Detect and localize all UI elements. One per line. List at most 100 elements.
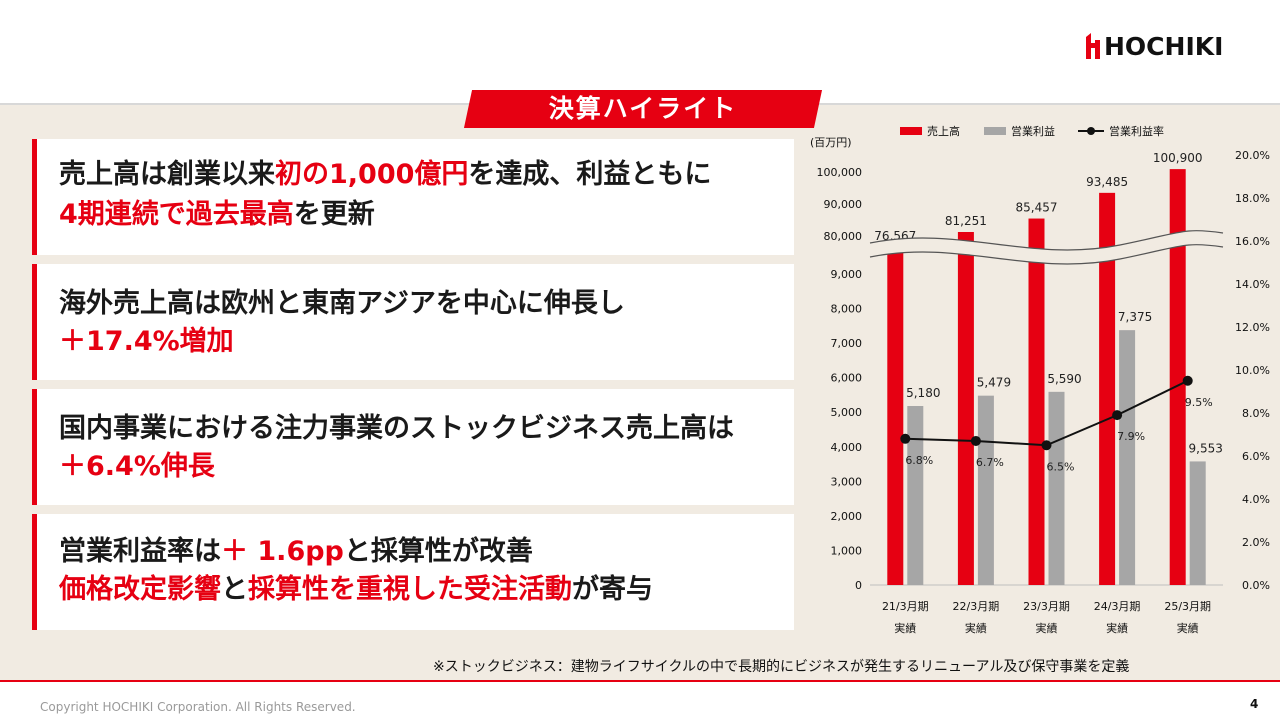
margin-label: 6.8% bbox=[905, 454, 933, 467]
y-left-tick: 5,000 bbox=[831, 406, 863, 419]
card-2-line-1: 海外売上高は欧州と東南アジアを中心に伸長し bbox=[59, 285, 625, 323]
card-text-segment: 4期連続で過去最高 bbox=[59, 199, 294, 230]
card-1-line-2: 4期連続で過去最高を更新 bbox=[59, 196, 375, 234]
y-left-tick: 7,000 bbox=[831, 337, 863, 350]
y-left-tick: 3,000 bbox=[831, 475, 863, 488]
legend-label-margin: 営業利益率 bbox=[1109, 124, 1164, 138]
data-label-op-profit: 5,590 bbox=[1047, 372, 1081, 386]
data-label-op-profit: 5,479 bbox=[977, 376, 1011, 390]
bar-sales bbox=[1099, 192, 1116, 585]
axis-break-line-bottom bbox=[869, 244, 1224, 265]
x-tick-sublabel: 実績 bbox=[1106, 621, 1128, 635]
y-left-tick: 8,000 bbox=[831, 303, 863, 316]
margin-label: 6.5% bbox=[1047, 460, 1075, 473]
logo-text: HOCHIKI bbox=[1104, 31, 1224, 61]
data-label-op-profit: 9,553 bbox=[1189, 441, 1223, 455]
legend-label-sales: 売上高 bbox=[927, 124, 960, 138]
y-right-tick: 2.0% bbox=[1242, 536, 1270, 549]
y-right-tick: 0.0% bbox=[1242, 579, 1270, 592]
y-right-tick: 8.0% bbox=[1242, 407, 1270, 420]
page-title: 決算ハイライト bbox=[548, 94, 738, 123]
margin-marker bbox=[1182, 375, 1193, 386]
data-label-sales: 93,485 bbox=[1086, 175, 1128, 189]
card-text-segment: と採算性が改善 bbox=[343, 536, 533, 567]
card-text-segment: 海外売上高は欧州と東南アジアを中心に伸長し bbox=[59, 288, 625, 319]
card-3-line-2: ＋6.4%伸長 bbox=[59, 448, 215, 486]
card-text-segment: 採算性を重視した受注活動 bbox=[248, 574, 572, 605]
highlight-card-1: 売上高は創業以来初の1,000億円を達成、利益ともに 4期連続で過去最高を更新 bbox=[32, 139, 794, 255]
card-2-line-2: ＋17.4%増加 bbox=[59, 323, 234, 361]
card-text-segment: が寄与 bbox=[572, 574, 653, 605]
y-right-tick: 18.0% bbox=[1235, 192, 1270, 205]
y-left-tick: 80,000 bbox=[824, 230, 863, 243]
margin-marker bbox=[1112, 410, 1123, 421]
data-label-op-profit: 5,180 bbox=[906, 386, 940, 400]
y-left-tick: 2,000 bbox=[831, 510, 863, 523]
y-left-tick: 1,000 bbox=[831, 544, 863, 557]
x-tick-sublabel: 実績 bbox=[1177, 621, 1199, 635]
performance-chart: (百万円) 0 1,000 2,000 3,000 4,000 5,000 6,000 7,00… bbox=[810, 124, 1270, 635]
x-tick-sublabel: 実績 bbox=[894, 621, 916, 635]
margin-label: 9.5% bbox=[1185, 396, 1213, 409]
legend-swatch-sales bbox=[900, 127, 922, 135]
card-text-segment: 初の1,000億円 bbox=[275, 159, 469, 190]
highlight-card-3: 国内事業における注力事業のストックビジネス売上高は ＋6.4%伸長 bbox=[32, 389, 794, 505]
y-left-tick: 6,000 bbox=[831, 372, 863, 385]
y-left-tick: 100,000 bbox=[817, 166, 863, 179]
x-tick-label: 22/3月期 bbox=[953, 600, 1000, 613]
margin-label: 6.7% bbox=[976, 456, 1004, 469]
bar-sales bbox=[1028, 218, 1045, 585]
card-text-segment: 売上高は創業以来 bbox=[59, 159, 275, 190]
copyright: Copyright HOCHIKI Corporation. All Right… bbox=[40, 700, 356, 714]
page-number: 4 bbox=[1250, 697, 1259, 711]
data-label-op-profit: 7,375 bbox=[1118, 310, 1152, 324]
bar-sales bbox=[887, 246, 904, 585]
logo-mark-icon bbox=[1086, 33, 1100, 59]
hochiki-logo: HOCHIKI bbox=[1086, 31, 1224, 61]
x-tick-sublabel: 実績 bbox=[965, 621, 987, 635]
margin-marker bbox=[970, 435, 981, 446]
card-text-segment: 国内事業における注力事業のストックビジネス売上高は bbox=[59, 413, 734, 444]
y-right-tick: 12.0% bbox=[1235, 321, 1270, 334]
data-label-sales: 81,251 bbox=[945, 214, 987, 228]
y-right-tick: 20.0% bbox=[1235, 149, 1270, 162]
bar-op-profit bbox=[1119, 330, 1136, 585]
card-text-segment: 価格改定影響 bbox=[59, 574, 221, 605]
stock-business-note: ※ストックビジネス：建物ライフサイクルの中で長期的にビジネスが発生するリニューア… bbox=[433, 659, 1130, 675]
data-label-sales: 85,457 bbox=[1016, 201, 1058, 215]
card-text-segment: ＋17.4%増加 bbox=[59, 326, 234, 357]
legend-marker-margin bbox=[1087, 127, 1095, 135]
y-left-tick: 9,000 bbox=[831, 268, 863, 281]
card-text-segment: と bbox=[221, 574, 248, 605]
legend-swatch-op-profit bbox=[984, 127, 1006, 135]
legend-label-op-profit: 営業利益 bbox=[1011, 124, 1055, 138]
bar-op-profit bbox=[1189, 461, 1206, 585]
margin-line bbox=[905, 379, 1189, 447]
margin-label: 7.9% bbox=[1117, 430, 1145, 443]
y-right-tick: 10.0% bbox=[1235, 364, 1270, 377]
y-left-tick: 90,000 bbox=[824, 198, 863, 211]
card-4-line-2: 価格改定影響と採算性を重視した受注活動が寄与 bbox=[59, 571, 653, 609]
margin-marker bbox=[1041, 440, 1052, 451]
x-tick-label: 21/3月期 bbox=[882, 600, 929, 613]
x-tick-label: 24/3月期 bbox=[1094, 600, 1141, 613]
footer-divider bbox=[0, 680, 1280, 682]
bar-op-profit bbox=[907, 406, 924, 585]
y-right-tick: 4.0% bbox=[1242, 493, 1270, 506]
card-text-segment: ＋6.4%伸長 bbox=[59, 451, 215, 482]
y-left-tick: 4,000 bbox=[831, 441, 863, 454]
card-text-segment: を達成、利益ともに bbox=[468, 159, 712, 190]
card-text-segment: 営業利益率は bbox=[59, 536, 221, 567]
x-tick-sublabel: 実績 bbox=[1036, 621, 1058, 635]
card-4-line-1: 営業利益率は＋ 1.6ppと採算性が改善 bbox=[59, 533, 533, 571]
y-left-tick: 0 bbox=[855, 579, 862, 592]
bar-sales bbox=[1169, 169, 1186, 585]
y-right-tick: 16.0% bbox=[1235, 235, 1270, 248]
card-3-line-1: 国内事業における注力事業のストックビジネス売上高は bbox=[59, 410, 734, 448]
card-text-segment: ＋ 1.6pp bbox=[221, 536, 344, 567]
bar-sales bbox=[957, 231, 974, 585]
axis-break-line-top bbox=[869, 230, 1224, 251]
y-axis-unit-label: (百万円) bbox=[810, 136, 852, 149]
margin-marker bbox=[900, 433, 911, 444]
card-text-segment: を更新 bbox=[293, 199, 375, 230]
